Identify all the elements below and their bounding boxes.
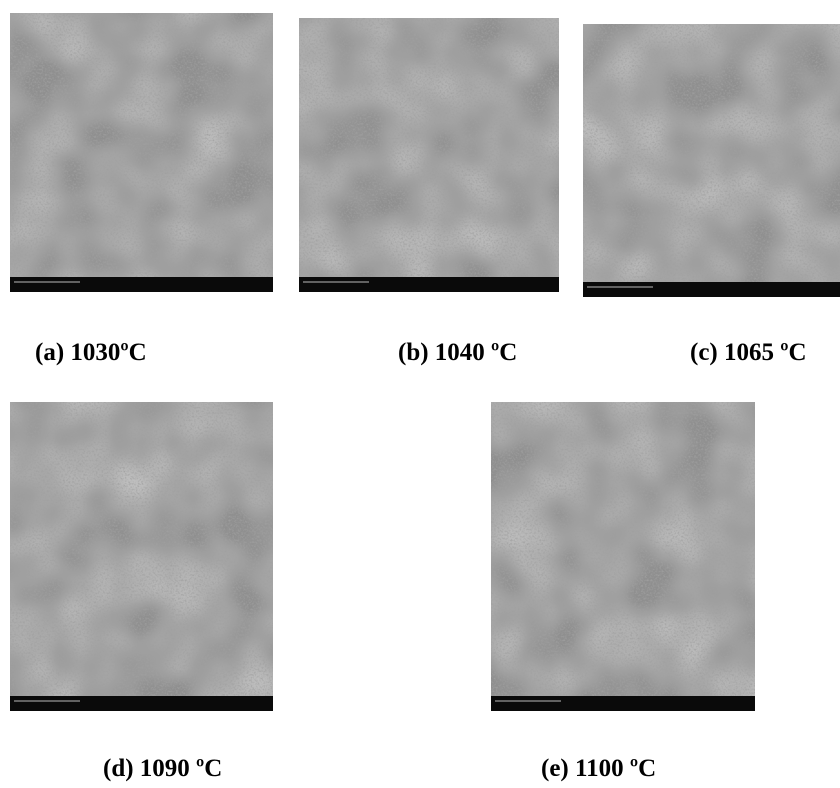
micrograph-image	[10, 402, 273, 711]
info-bar	[583, 282, 840, 297]
micrograph	[299, 18, 559, 292]
micrograph-image	[583, 24, 840, 297]
micrograph-image	[299, 18, 559, 292]
info-bar	[10, 696, 273, 711]
micrograph	[491, 402, 755, 711]
info-bar	[10, 277, 273, 292]
info-bar	[491, 696, 755, 711]
panel-caption: (b) 1040 ºC	[398, 339, 517, 366]
info-bar	[299, 277, 559, 292]
micrograph	[10, 402, 273, 711]
micrograph	[10, 13, 273, 292]
panel-caption: (d) 1090 ºC	[103, 755, 222, 782]
panel-caption: (a) 1030ºC	[35, 339, 147, 366]
micrograph-image	[10, 13, 273, 292]
micrograph-image	[491, 402, 755, 711]
panel-caption: (c) 1065 ºC	[690, 339, 807, 366]
panel-caption: (e) 1100 ºC	[541, 755, 656, 782]
figure: (a) 1030ºC (b) 1040 ºC (c) 1065 ºC (d) 1090…	[0, 0, 840, 788]
micrograph	[583, 24, 840, 297]
